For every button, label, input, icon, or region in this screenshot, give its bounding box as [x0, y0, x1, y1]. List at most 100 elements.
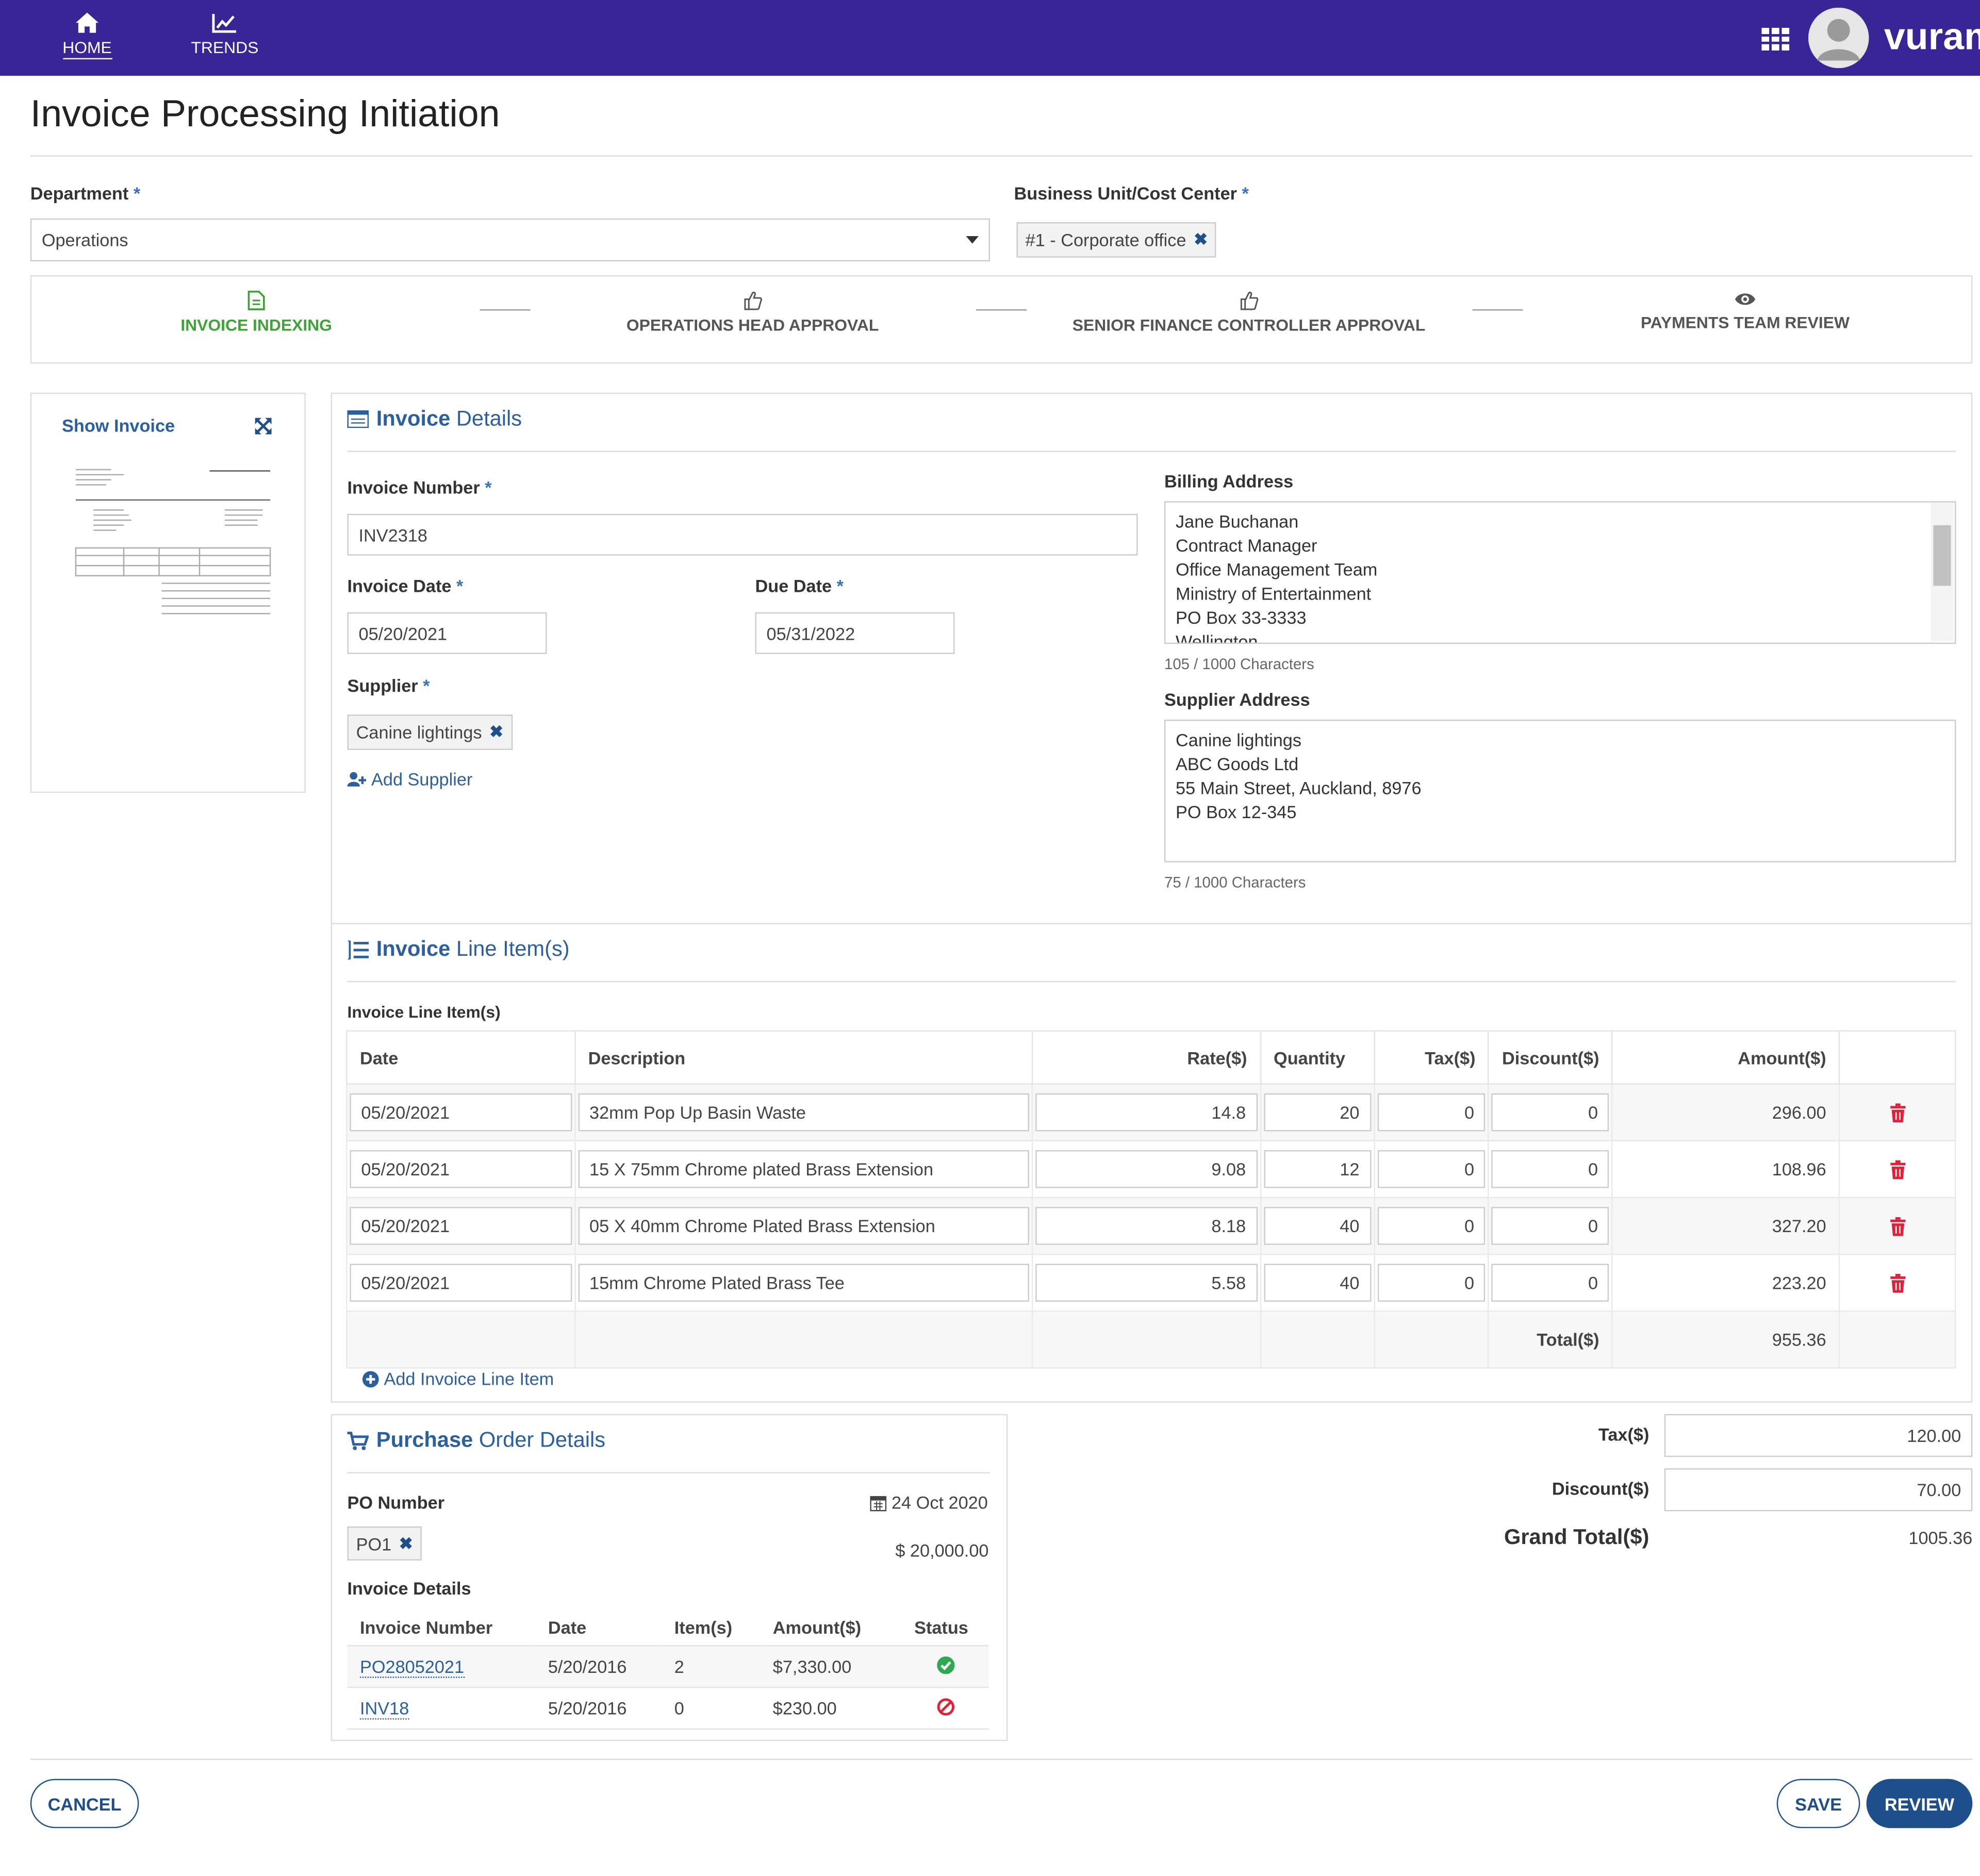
row-amount: 327.20: [1612, 1197, 1840, 1255]
invoice-details-title-rest: Details: [450, 406, 522, 431]
row-description-input[interactable]: 32mm Pop Up Basin Waste: [578, 1093, 1029, 1132]
col-status: Status: [901, 1609, 989, 1647]
total-value: 955.36: [1612, 1310, 1840, 1369]
billing-address-textarea[interactable]: Jane Buchanan Contract Manager Office Ma…: [1164, 501, 1956, 644]
invoice-link[interactable]: INV18: [359, 1698, 409, 1720]
remove-supplier-icon[interactable]: ✖: [489, 722, 504, 741]
add-user-icon: [347, 772, 367, 787]
remove-po-icon[interactable]: ✖: [399, 1533, 413, 1553]
workflow-steps: [30, 275, 1973, 364]
add-line-item-link[interactable]: Add Invoice Line Item: [362, 1369, 554, 1389]
row-date-input[interactable]: 05/20/2021: [350, 1264, 572, 1302]
purchase-order-title: Purchase Order Details: [347, 1428, 605, 1453]
remove-business-unit-icon[interactable]: ✖: [1194, 229, 1208, 249]
trash-icon[interactable]: [1890, 1216, 1905, 1236]
supplier-address-label: Supplier Address: [1164, 689, 1310, 710]
invoice-link[interactable]: PO28052021: [359, 1656, 465, 1678]
total-row: Total($) 955.36: [346, 1310, 1956, 1369]
po-number-value: PO1: [356, 1533, 392, 1554]
nav-home[interactable]: HOME: [53, 0, 121, 76]
cancel-button[interactable]: CANCEL: [30, 1779, 139, 1829]
show-invoice-link[interactable]: Show Invoice: [62, 415, 175, 436]
row-tax-input[interactable]: 0: [1377, 1093, 1486, 1132]
footer-divider: [30, 1758, 1973, 1760]
expand-icon[interactable]: [254, 417, 273, 436]
po-invoice-details-label: Invoice Details: [347, 1578, 471, 1599]
table-row: 05/20/2021 05 X 40mm Chrome Plated Brass…: [346, 1197, 1956, 1255]
trash-icon[interactable]: [1890, 1159, 1905, 1179]
po-number-label: PO Number: [347, 1492, 445, 1513]
col-items: Item(s): [662, 1609, 761, 1647]
thumbs-up-icon: [1240, 291, 1259, 310]
nav-trends-label: TRENDS: [191, 38, 259, 57]
business-unit-label: Business Unit/Cost Center *: [1014, 183, 1249, 204]
row-discount-input[interactable]: 0: [1492, 1207, 1610, 1245]
supplier-char-count: 75 / 1000 Characters: [1164, 873, 1306, 891]
department-select[interactable]: Operations: [30, 218, 991, 261]
table-row: 05/20/2021 15mm Chrome Plated Brass Tee …: [346, 1253, 1956, 1312]
summary-tax-label: Tax($): [1598, 1424, 1649, 1445]
row-date-input[interactable]: 05/20/2021: [350, 1150, 572, 1188]
invoice-number-input[interactable]: INV2318: [347, 513, 1138, 556]
save-button[interactable]: SAVE: [1776, 1779, 1860, 1829]
summary-discount-input[interactable]: 70.00: [1664, 1468, 1973, 1512]
row-description-input[interactable]: 05 X 40mm Chrome Plated Brass Extension: [578, 1207, 1029, 1245]
po-date-value: 24 Oct 2020: [891, 1492, 988, 1513]
grand-total-value: 1005.36: [1908, 1528, 1973, 1548]
row-tax-input[interactable]: 0: [1377, 1264, 1486, 1302]
address-line: Office Management Team: [1176, 559, 1378, 580]
trash-icon[interactable]: [1890, 1103, 1905, 1122]
review-button[interactable]: REVIEW: [1866, 1779, 1973, 1829]
row-date-input[interactable]: 05/20/2021: [350, 1093, 572, 1132]
add-supplier-link[interactable]: Add Supplier: [347, 769, 472, 789]
row-quantity-input[interactable]: 12: [1263, 1150, 1371, 1188]
row-discount-input[interactable]: 0: [1492, 1093, 1610, 1132]
step-label: INVOICE INDEXING: [180, 316, 332, 335]
user-avatar-icon[interactable]: [1808, 7, 1869, 69]
row-rate-input[interactable]: 5.58: [1035, 1264, 1258, 1302]
nav-trends[interactable]: TRENDS: [187, 0, 262, 76]
row-rate-input[interactable]: 9.08: [1035, 1150, 1258, 1188]
department-label: Department *: [30, 183, 141, 204]
row-amount: 223.20: [1612, 1253, 1840, 1312]
row-rate-input[interactable]: 8.18: [1035, 1207, 1258, 1245]
brand-logo: vuram: [1884, 16, 1980, 58]
address-line: PO Box 33-3333: [1176, 607, 1307, 628]
invoice-amount: $230.00: [760, 1687, 902, 1730]
row-quantity-input[interactable]: 20: [1263, 1093, 1371, 1132]
invoice-date-input[interactable]: 05/20/2021: [347, 612, 547, 654]
billing-char-count: 105 / 1000 Characters: [1164, 655, 1314, 673]
invoice-details-title-bold: Invoice: [376, 406, 451, 431]
list-ol-icon: [348, 940, 369, 959]
invoice-thumbnail: [75, 469, 271, 615]
summary-tax-input[interactable]: 120.00: [1664, 1414, 1973, 1457]
row-discount-input[interactable]: 0: [1492, 1264, 1610, 1302]
col-discount: Discount($): [1488, 1030, 1613, 1085]
row-quantity-input[interactable]: 40: [1263, 1207, 1371, 1245]
grand-total-label: Grand Total($): [1504, 1525, 1649, 1549]
apps-grid-icon[interactable]: [1761, 27, 1790, 51]
due-date-input[interactable]: 05/31/2022: [755, 612, 955, 654]
nav-home-label: HOME: [62, 38, 112, 60]
trend-chart-icon: [212, 13, 236, 33]
row-description-input[interactable]: 15 X 75mm Chrome plated Brass Extension: [578, 1150, 1029, 1188]
row-date-input[interactable]: 05/20/2021: [350, 1207, 572, 1245]
trash-icon[interactable]: [1890, 1273, 1905, 1292]
scrollbar-thumb[interactable]: [1933, 525, 1951, 586]
row-description-input[interactable]: 15mm Chrome Plated Brass Tee: [578, 1264, 1029, 1302]
row-quantity-input[interactable]: 40: [1263, 1264, 1371, 1302]
list-alt-icon: [347, 410, 369, 428]
line-items-subtitle: Invoice Line Item(s): [347, 1002, 501, 1022]
shopping-cart-icon: [347, 1431, 369, 1450]
po-date: 24 Oct 2020: [870, 1492, 988, 1513]
row-tax-input[interactable]: 0: [1377, 1150, 1486, 1188]
address-line: Jane Buchanan: [1176, 511, 1299, 532]
row-discount-input[interactable]: 0: [1492, 1150, 1610, 1188]
row-rate-input[interactable]: 14.8: [1035, 1093, 1258, 1132]
step-separator: [1472, 309, 1523, 311]
supplier-address-textarea[interactable]: Canine lightings ABC Goods Ltd 55 Main S…: [1164, 719, 1956, 862]
business-unit-tag: #1 - Corporate office ✖: [1016, 222, 1217, 258]
table-row: PO28052021 5/20/2016 2 $7,330.00: [347, 1646, 989, 1688]
row-tax-input[interactable]: 0: [1377, 1207, 1486, 1245]
billing-scrollbar[interactable]: [1930, 502, 1954, 642]
